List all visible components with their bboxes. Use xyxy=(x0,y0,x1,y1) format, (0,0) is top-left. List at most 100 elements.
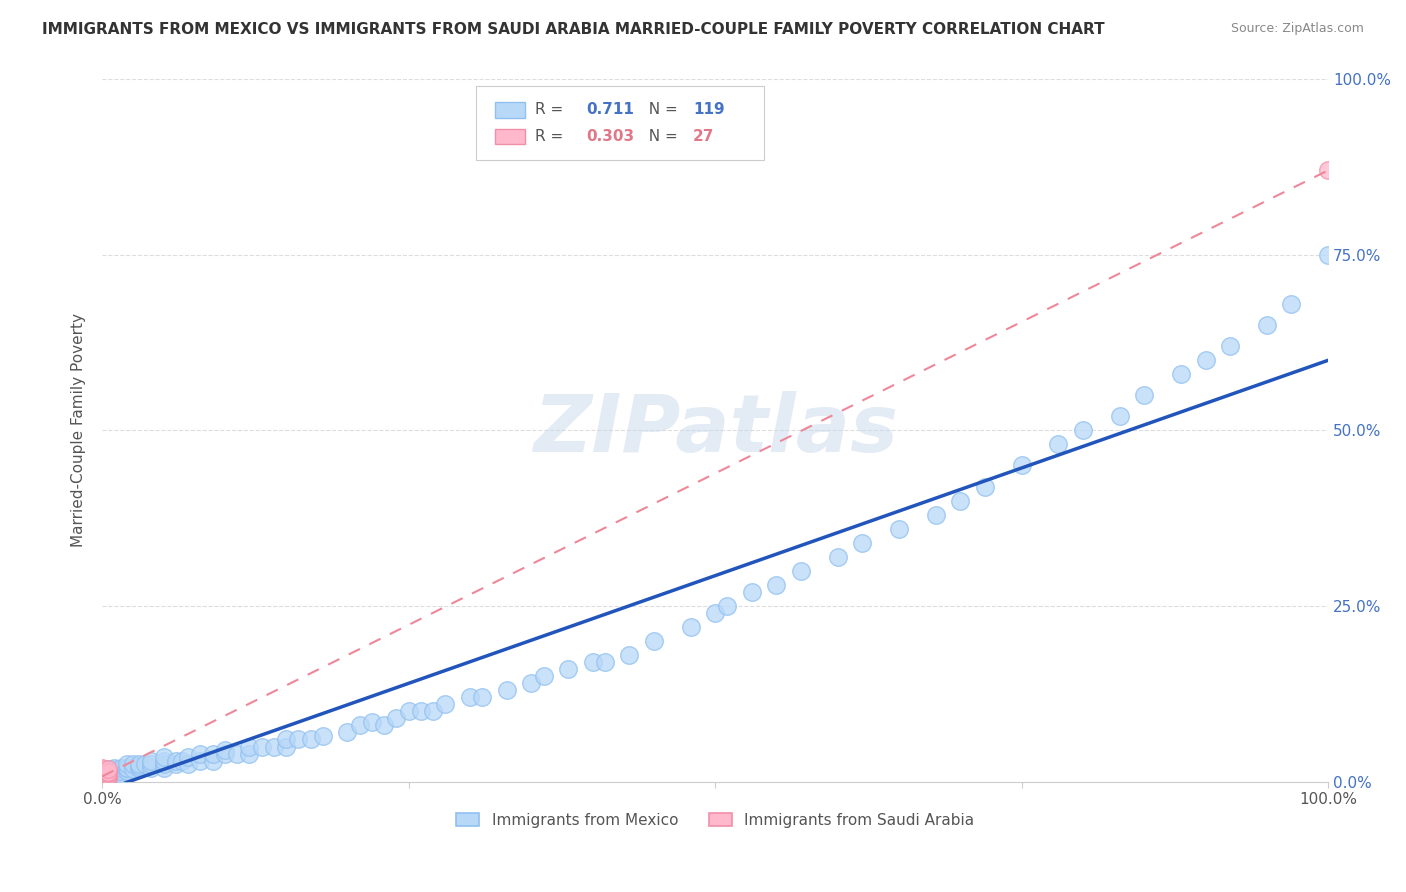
Point xyxy=(91,774,114,789)
Point xyxy=(1194,353,1216,368)
Point xyxy=(91,774,114,789)
Point xyxy=(201,754,224,768)
Point xyxy=(91,767,114,781)
Point xyxy=(1071,423,1094,437)
Point xyxy=(495,683,517,698)
Point xyxy=(177,757,200,772)
Point xyxy=(100,767,122,781)
Point xyxy=(103,764,125,778)
Point xyxy=(704,606,727,620)
Point xyxy=(1219,339,1241,353)
Point xyxy=(643,634,665,648)
Point xyxy=(274,732,297,747)
FancyBboxPatch shape xyxy=(495,128,526,145)
Point xyxy=(152,750,174,764)
Point xyxy=(103,762,125,776)
Point xyxy=(115,757,138,772)
Point xyxy=(91,770,114,784)
Point xyxy=(128,759,150,773)
Point xyxy=(134,757,156,772)
Point xyxy=(557,662,579,676)
Point xyxy=(91,774,114,789)
Point xyxy=(299,732,322,747)
Point xyxy=(91,761,114,775)
Text: 27: 27 xyxy=(693,129,714,145)
Point xyxy=(581,655,603,669)
Point xyxy=(91,767,114,781)
Point xyxy=(1011,458,1033,473)
Point xyxy=(274,739,297,754)
Point xyxy=(1317,163,1340,178)
Point xyxy=(91,767,114,781)
Point xyxy=(679,620,702,634)
Point xyxy=(1317,247,1340,261)
Text: R =: R = xyxy=(534,129,568,145)
Point xyxy=(765,578,787,592)
Text: 0.303: 0.303 xyxy=(586,129,634,145)
Point xyxy=(716,599,738,613)
Point xyxy=(115,761,138,775)
Point xyxy=(91,771,114,785)
FancyBboxPatch shape xyxy=(477,86,765,160)
Point xyxy=(226,747,249,761)
Point xyxy=(91,764,114,778)
Point xyxy=(91,774,114,789)
Point xyxy=(851,535,873,549)
Point xyxy=(97,762,120,776)
Point xyxy=(97,770,120,784)
Point xyxy=(103,764,125,778)
Point xyxy=(91,764,114,778)
Legend: Immigrants from Mexico, Immigrants from Saudi Arabia: Immigrants from Mexico, Immigrants from … xyxy=(450,806,980,834)
Point xyxy=(103,767,125,781)
Point xyxy=(97,764,120,779)
Point xyxy=(91,774,114,789)
Point xyxy=(385,711,408,725)
Point xyxy=(91,771,114,785)
Text: R =: R = xyxy=(534,103,568,118)
Point xyxy=(97,767,120,781)
Point xyxy=(422,705,444,719)
Point xyxy=(238,747,260,761)
Point xyxy=(97,774,120,789)
Point xyxy=(91,774,114,789)
Point xyxy=(152,757,174,772)
Point xyxy=(214,743,236,757)
Point xyxy=(91,767,114,781)
Point xyxy=(336,725,359,739)
Point xyxy=(177,750,200,764)
Point xyxy=(361,714,384,729)
Point xyxy=(91,771,114,785)
Point xyxy=(201,747,224,761)
Point xyxy=(152,761,174,775)
Point xyxy=(533,669,555,683)
Point xyxy=(91,769,114,783)
Point xyxy=(110,767,132,781)
Point xyxy=(91,771,114,785)
Point xyxy=(1256,318,1278,332)
Point xyxy=(1108,409,1130,424)
Point xyxy=(949,493,972,508)
Point xyxy=(263,739,285,754)
Point xyxy=(434,698,457,712)
Point xyxy=(115,764,138,778)
Point xyxy=(91,766,114,780)
Point xyxy=(128,757,150,772)
Point xyxy=(141,761,163,775)
Point xyxy=(97,769,120,783)
Point xyxy=(1133,388,1156,402)
Point xyxy=(1047,437,1070,451)
Point xyxy=(91,766,114,780)
Point xyxy=(91,767,114,781)
Point xyxy=(103,761,125,775)
Text: IMMIGRANTS FROM MEXICO VS IMMIGRANTS FROM SAUDI ARABIA MARRIED-COUPLE FAMILY POV: IMMIGRANTS FROM MEXICO VS IMMIGRANTS FRO… xyxy=(42,22,1105,37)
Point xyxy=(115,761,138,775)
Point xyxy=(238,739,260,754)
FancyBboxPatch shape xyxy=(495,103,526,118)
Point xyxy=(97,774,120,789)
Point xyxy=(97,771,120,785)
Point xyxy=(91,764,114,778)
Point xyxy=(790,564,813,578)
Point xyxy=(214,747,236,761)
Point xyxy=(925,508,948,522)
Point xyxy=(97,767,120,781)
